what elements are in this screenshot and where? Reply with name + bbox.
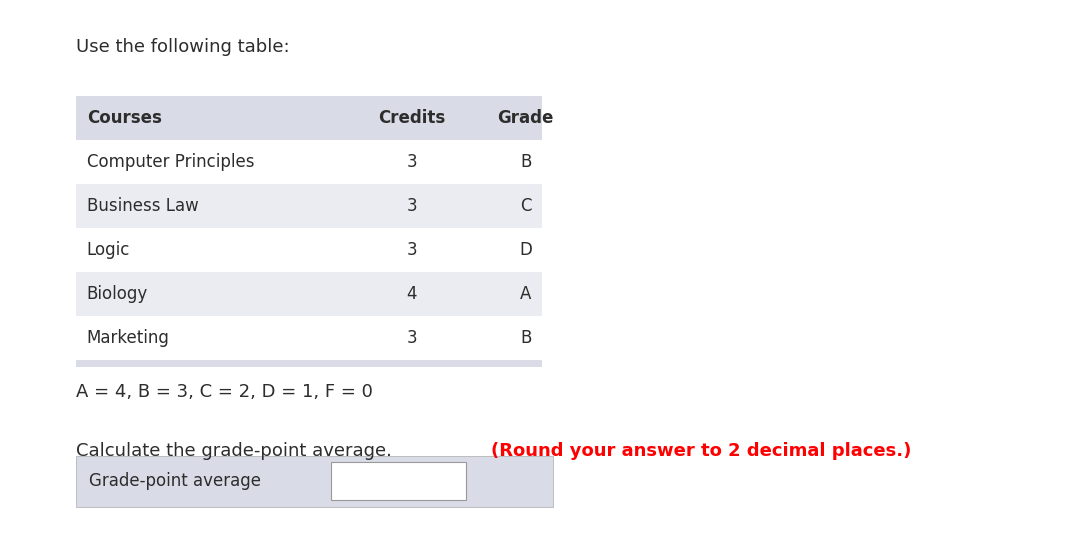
FancyBboxPatch shape	[76, 96, 542, 140]
FancyBboxPatch shape	[76, 140, 542, 184]
Text: C: C	[520, 197, 531, 215]
Text: 3: 3	[406, 329, 417, 347]
FancyBboxPatch shape	[331, 462, 466, 500]
FancyBboxPatch shape	[76, 360, 542, 367]
Text: Marketing: Marketing	[87, 329, 169, 347]
Text: Grade-point average: Grade-point average	[89, 472, 261, 490]
Text: A = 4, B = 3, C = 2, D = 1, F = 0: A = 4, B = 3, C = 2, D = 1, F = 0	[76, 383, 373, 401]
Text: Courses: Courses	[87, 109, 162, 128]
Text: B: B	[520, 153, 531, 172]
Text: B: B	[520, 329, 531, 347]
Text: 3: 3	[406, 241, 417, 259]
FancyBboxPatch shape	[76, 316, 542, 360]
FancyBboxPatch shape	[76, 228, 542, 272]
Text: Calculate the grade-point average.: Calculate the grade-point average.	[76, 442, 398, 460]
FancyBboxPatch shape	[76, 184, 542, 228]
Text: Credits: Credits	[378, 109, 446, 128]
Text: Use the following table:: Use the following table:	[76, 38, 289, 56]
Text: (Round your answer to 2 decimal places.): (Round your answer to 2 decimal places.)	[491, 442, 912, 460]
Text: 3: 3	[406, 153, 417, 172]
Text: Logic: Logic	[87, 241, 130, 259]
Text: Biology: Biology	[87, 285, 149, 303]
FancyBboxPatch shape	[76, 272, 542, 316]
Text: Grade: Grade	[498, 109, 554, 128]
Text: 4: 4	[406, 285, 417, 303]
Text: Business Law: Business Law	[87, 197, 198, 215]
Text: A: A	[520, 285, 531, 303]
Text: D: D	[519, 241, 532, 259]
Text: Computer Principles: Computer Principles	[87, 153, 255, 172]
FancyBboxPatch shape	[76, 456, 553, 507]
Text: 3: 3	[406, 197, 417, 215]
